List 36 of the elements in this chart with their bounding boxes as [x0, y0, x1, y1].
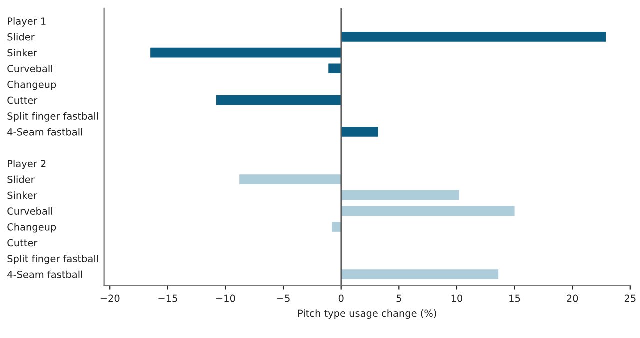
y-tick-label: Cutter [8, 96, 38, 104]
y-tick-label: Player 1 [8, 17, 46, 27]
y-tick-label: Curveball [8, 207, 52, 216]
bar [341, 206, 515, 216]
x-tick-label: −5 [277, 294, 290, 302]
y-tick-label: Split finger fastball [8, 254, 98, 264]
y-tick-label: 4-Seam fastball [8, 128, 82, 136]
y-tick-label: Changeup [8, 223, 56, 233]
y-tick-label: Sinker [8, 192, 38, 200]
y-tick-label: 4-Seam fastball [8, 270, 82, 278]
y-tick-label: Split finger fastball [8, 112, 98, 122]
x-tick-label: 20 [567, 294, 578, 302]
x-tick-label: 25 [624, 294, 636, 302]
bar [341, 270, 499, 280]
x-tick-label: −10 [216, 294, 236, 302]
y-tick-label: Sinker [8, 49, 38, 57]
x-tick-label: 15 [510, 294, 520, 302]
bar [216, 95, 342, 106]
y-tick-label: Player 2 [8, 160, 46, 170]
bar [341, 127, 378, 137]
y-tick-label: Slider [8, 176, 35, 184]
bar [240, 174, 342, 184]
y-tick-label: Changeup [8, 80, 56, 90]
bar [150, 48, 342, 58]
bar [341, 32, 606, 42]
y-tick-label: Curveball [8, 64, 52, 72]
x-tick-label: 0 [338, 294, 344, 302]
x-axis-title: Pitch type usage change (%) [298, 310, 436, 320]
y-tick-label: Slider [8, 33, 35, 41]
bar [341, 190, 460, 200]
x-tick-label: −15 [158, 294, 178, 302]
x-tick-label: 10 [452, 294, 463, 302]
x-tick-label: −20 [100, 294, 120, 302]
bar [328, 64, 342, 74]
y-tick-label: Cutter [8, 239, 38, 247]
x-tick-label: 5 [396, 294, 402, 302]
